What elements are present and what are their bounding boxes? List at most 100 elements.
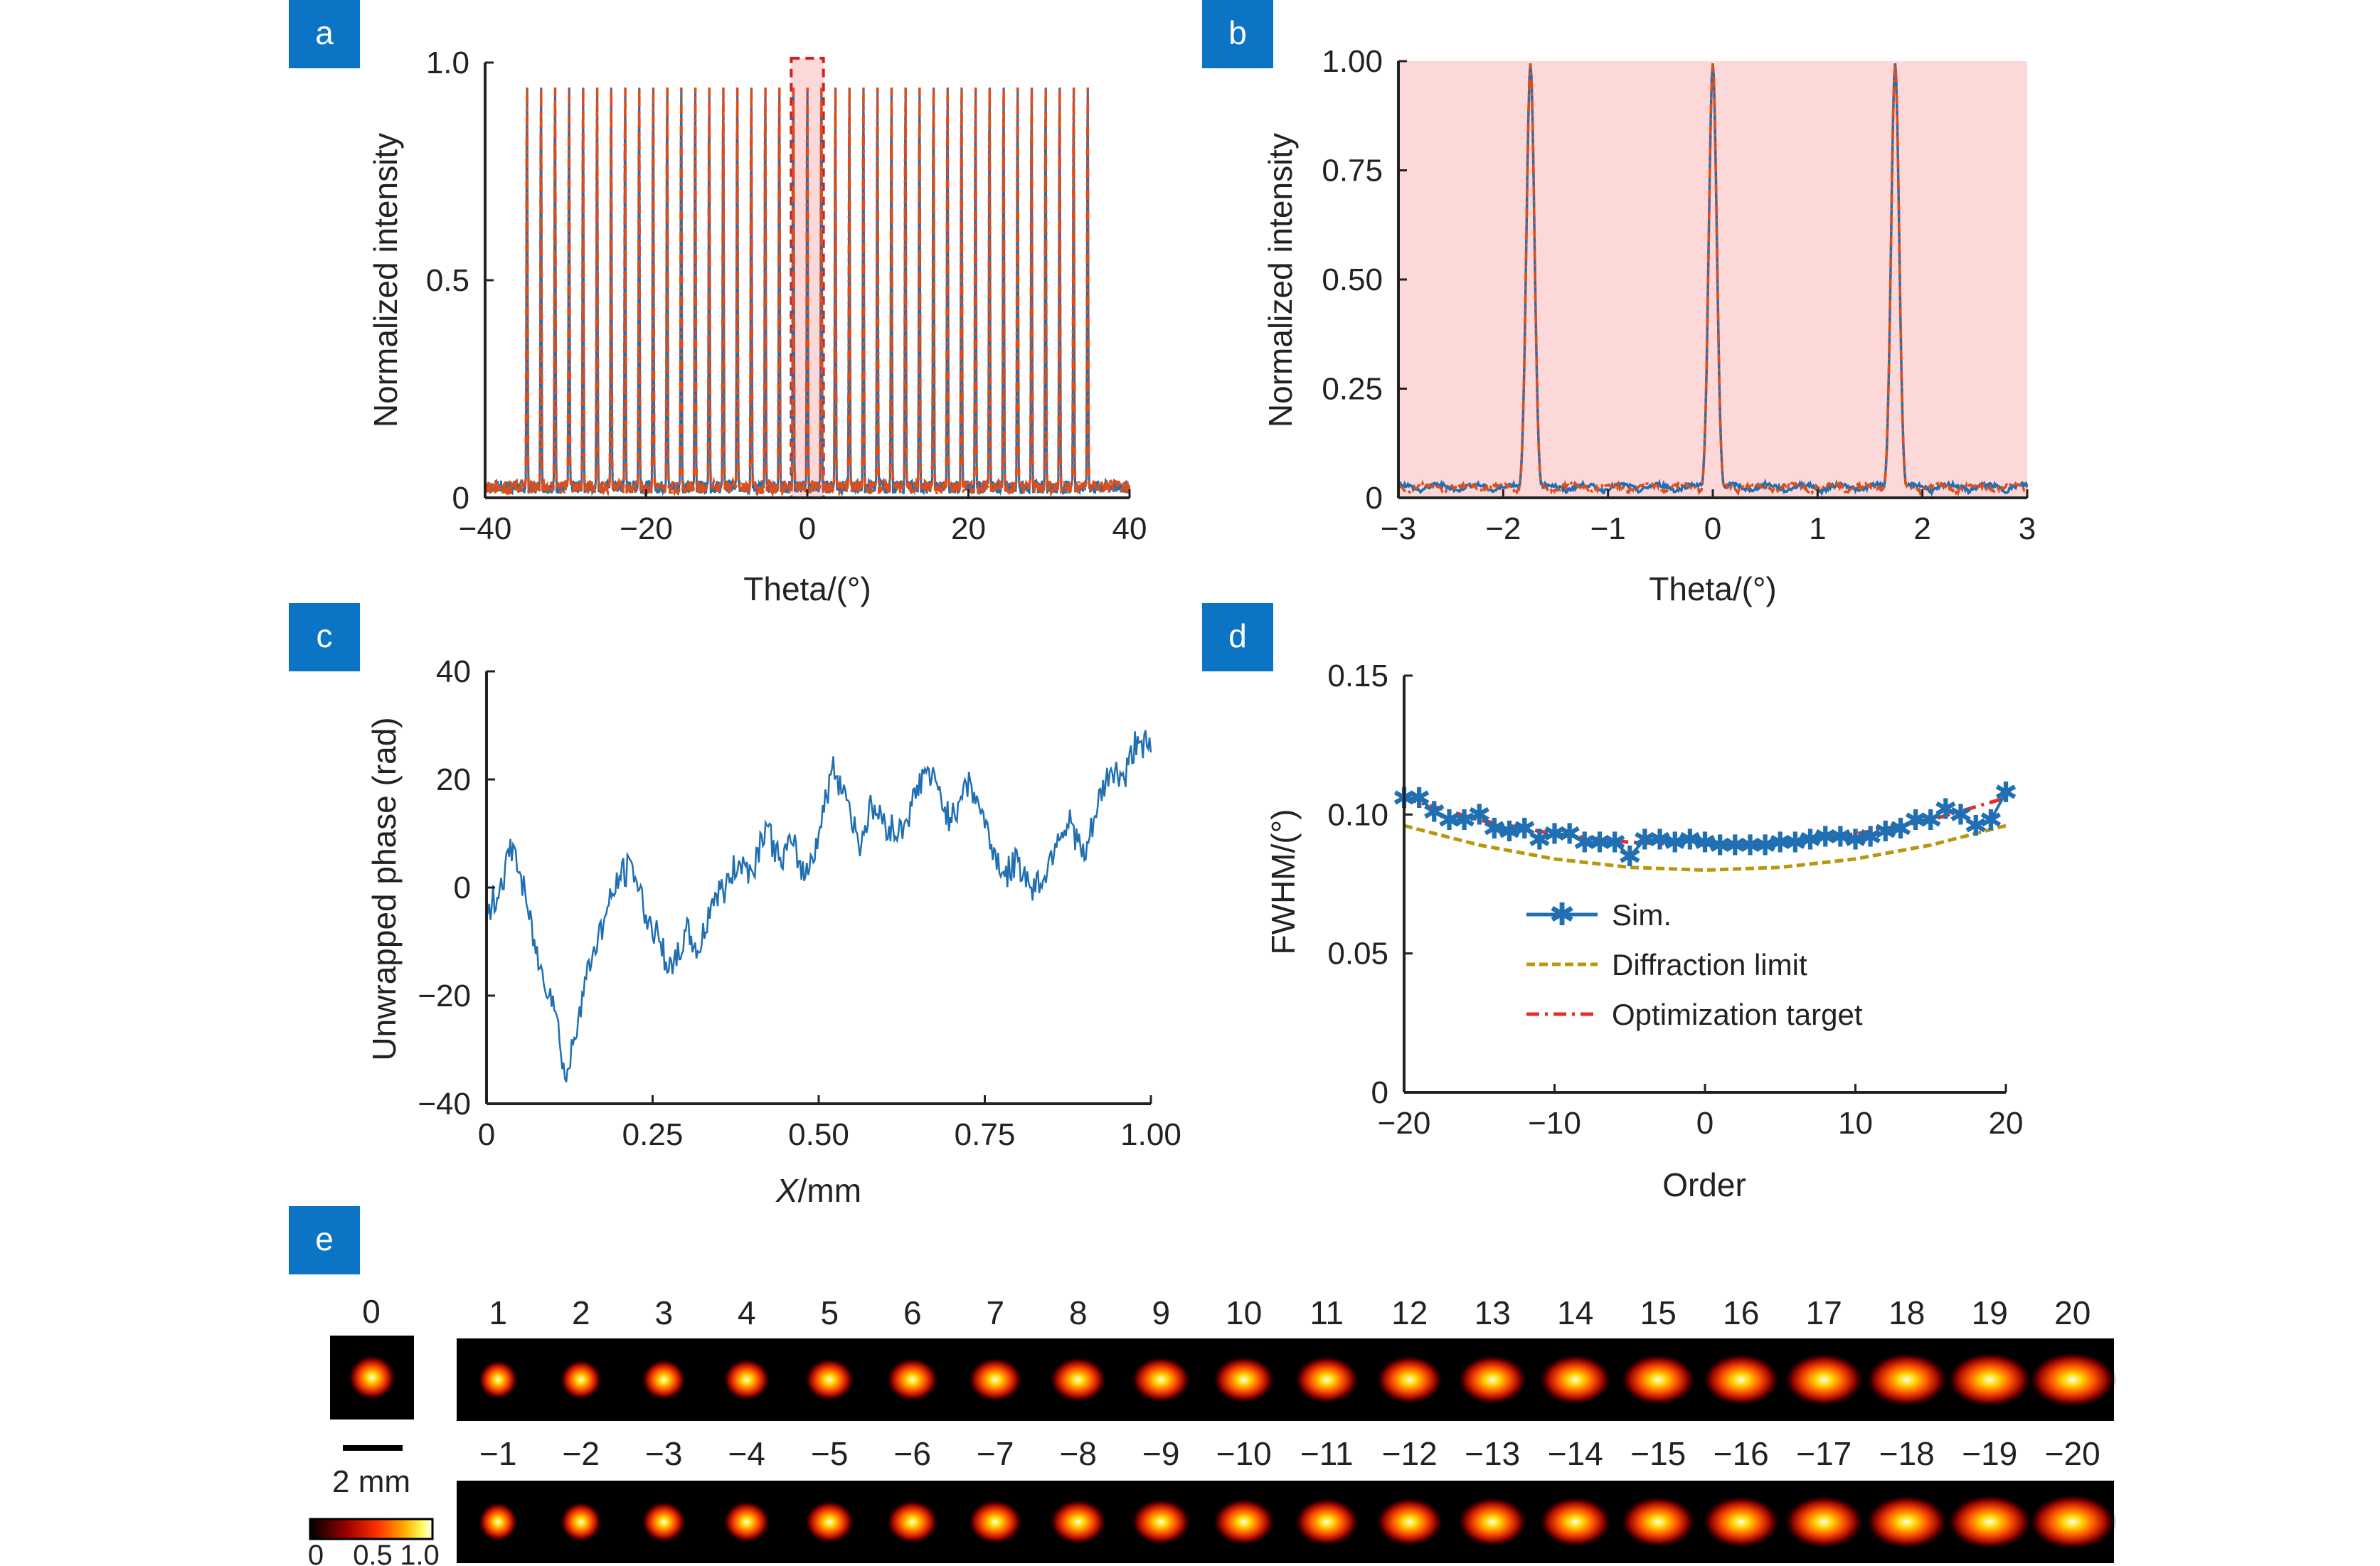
sim-point-marker: ✱ — [1859, 822, 1883, 853]
bottom-spot — [1620, 1496, 1696, 1548]
panel-c-x-tick-label: 1.00 — [1120, 1117, 1181, 1152]
bottom-order-labels: −1 −2 −3 −4 −5 −6 −7 −8 −9 −10 −11 −12 −13 −14 −15 −16−… — [479, 1435, 2100, 1472]
sim-point-marker: ✱ — [1874, 816, 1898, 848]
sim-point-marker: ✱ — [1844, 824, 1868, 856]
panel-c-tag: c — [317, 617, 333, 654]
bottom-order-label: −6 — [894, 1435, 931, 1472]
top-order-label: 13 — [1475, 1294, 1511, 1331]
center-spot — [348, 1355, 396, 1400]
panel-b-y-tick-label: 0.75 — [1322, 154, 1383, 188]
top-spot — [1620, 1353, 1696, 1406]
panel-e-tag-box — [289, 1206, 360, 1274]
top-order-label: 14 — [1557, 1294, 1593, 1331]
top-spot — [1457, 1354, 1528, 1405]
sim-point-marker: ✱ — [1708, 830, 1732, 861]
top-order-label: 4 — [738, 1294, 756, 1331]
bottom-spot — [804, 1500, 855, 1544]
panel-d-ticks: −20 −10 0 10 20 0 0.05 0.10 0.15 — [1327, 659, 2023, 1141]
panel-b-y-tick-label: 0.50 — [1322, 262, 1383, 297]
top-spot — [804, 1358, 855, 1402]
bottom-order-label: −20 — [2045, 1435, 2100, 1472]
bottom-spot — [1539, 1496, 1613, 1548]
top-order-label: 19 — [1972, 1294, 2008, 1331]
sim-point-marker: ✱ — [1949, 799, 1973, 831]
panel-b-background — [1398, 61, 2027, 498]
top-spot — [1212, 1355, 1275, 1404]
panel-d-series-line — [1403, 824, 2007, 873]
top-order-labels: 1 2 3 4 5 6 7 8 9 10 11 12 13 14 15 16 17 18 19 20 — [489, 1294, 2091, 1331]
sim-point-marker: ✱ — [1558, 819, 1582, 851]
top-spot — [641, 1358, 686, 1401]
top-order-label: 8 — [1069, 1294, 1088, 1331]
panel-d-x-tick-label: −20 — [1378, 1106, 1431, 1141]
colorbar-tick-0: 0 — [308, 1540, 324, 1566]
sim-point-marker: ✱ — [1438, 805, 1462, 836]
panel-e-tag: e — [315, 1220, 334, 1257]
bottom-order-label: −1 — [479, 1435, 516, 1472]
panel-a-x-label: Theta/(°) — [743, 570, 871, 607]
sim-point-marker: ✱ — [1994, 777, 2018, 809]
panel-c-series — [486, 730, 1152, 1083]
top-spot — [1130, 1356, 1191, 1403]
bottom-order-label: −11 — [1300, 1435, 1354, 1472]
panel-a-y-tick-label: 0 — [452, 481, 469, 516]
panel-c-x-label-unit: /mm — [798, 1172, 861, 1209]
panel-d: d ✱✱✱✱✱✱✱✱✱✱✱✱✱✱✱✱✱✱✱✱✱✱✱✱✱✱✱✱✱✱✱✱✱✱✱✱✱✱… — [1202, 603, 2023, 1203]
sim-point-marker: ✱ — [1918, 805, 1943, 836]
sim-point-marker: ✱ — [1648, 824, 1672, 856]
panel-b-tag-box — [1202, 0, 1273, 68]
panel-d-x-label: Order — [1662, 1166, 1746, 1203]
top-spot — [1539, 1354, 1613, 1405]
panel-b-y-tick-label: 0 — [1366, 481, 1383, 516]
panel-c-x-label-var: X — [775, 1172, 799, 1209]
top-order-label: 3 — [654, 1294, 673, 1331]
sim-point-marker: ✱ — [1964, 811, 1988, 842]
legend-sim-marker: ✱ — [1549, 897, 1576, 932]
bottom-spot — [886, 1500, 939, 1544]
bottom-order-label: −14 — [1548, 1435, 1603, 1472]
panel-c-y-tick-label: 20 — [436, 762, 471, 797]
panel-d-y-tick-label: 0 — [1371, 1075, 1388, 1110]
top-order-label: 17 — [1806, 1294, 1842, 1331]
panel-d-y-tick-label: 0.05 — [1327, 937, 1388, 971]
top-spot — [1375, 1355, 1444, 1405]
sim-point-marker: ✱ — [1783, 827, 1807, 858]
sim-point-marker: ✱ — [1753, 830, 1778, 861]
sim-point-marker: ✱ — [1497, 816, 1521, 848]
sim-point-marker: ✱ — [1617, 841, 1642, 873]
bottom-spot — [1865, 1494, 1949, 1550]
panel-c-series-line — [486, 730, 1152, 1083]
scale-bar-label: 2 mm — [332, 1464, 410, 1499]
panel-b-y-tick-label: 0.25 — [1322, 372, 1383, 407]
panel-c-y-tick-label: 0 — [454, 870, 471, 905]
top-order-label: 20 — [2054, 1294, 2091, 1331]
bottom-order-label: −19 — [1962, 1435, 2017, 1472]
bottom-spot — [1212, 1498, 1275, 1546]
panel-c-x-label: X/mm — [775, 1172, 861, 1209]
bottom-order-label: −15 — [1630, 1435, 1686, 1472]
bottom-spot — [559, 1501, 602, 1543]
panel-d-series-line — [1404, 792, 2007, 858]
panel-c-y-tick-label: −20 — [418, 979, 471, 1013]
panel-b-x-tick-label: 1 — [1809, 511, 1826, 546]
panel-d-legend: ✱ Sim. Diffraction limit Optimization ta… — [1526, 897, 1863, 1031]
panel-d-x-tick-label: 10 — [1838, 1106, 1873, 1141]
top-order-label: 10 — [1226, 1294, 1262, 1331]
top-spot — [1946, 1352, 2033, 1407]
top-order-label: 6 — [903, 1294, 922, 1331]
bottom-spot — [1375, 1497, 1444, 1547]
panel-b-x-tick-label: −3 — [1381, 511, 1416, 546]
panel-b-x-tick-label: −2 — [1485, 511, 1521, 546]
bottom-order-label: −10 — [1216, 1435, 1272, 1472]
top-spot — [478, 1360, 519, 1400]
panel-b-tag: b — [1228, 14, 1247, 51]
panel-b-y-label: Normalized intensity — [1262, 133, 1299, 427]
sim-point-marker: ✱ — [1903, 805, 1928, 836]
top-order-label: 9 — [1152, 1294, 1170, 1331]
sim-point-marker: ✱ — [1768, 827, 1792, 858]
panel-c-x-tick-label: 0 — [478, 1117, 495, 1152]
panel-b-series-line — [1397, 63, 2029, 497]
sim-point-marker: ✱ — [1603, 827, 1627, 858]
sim-point-marker: ✱ — [1452, 805, 1477, 836]
